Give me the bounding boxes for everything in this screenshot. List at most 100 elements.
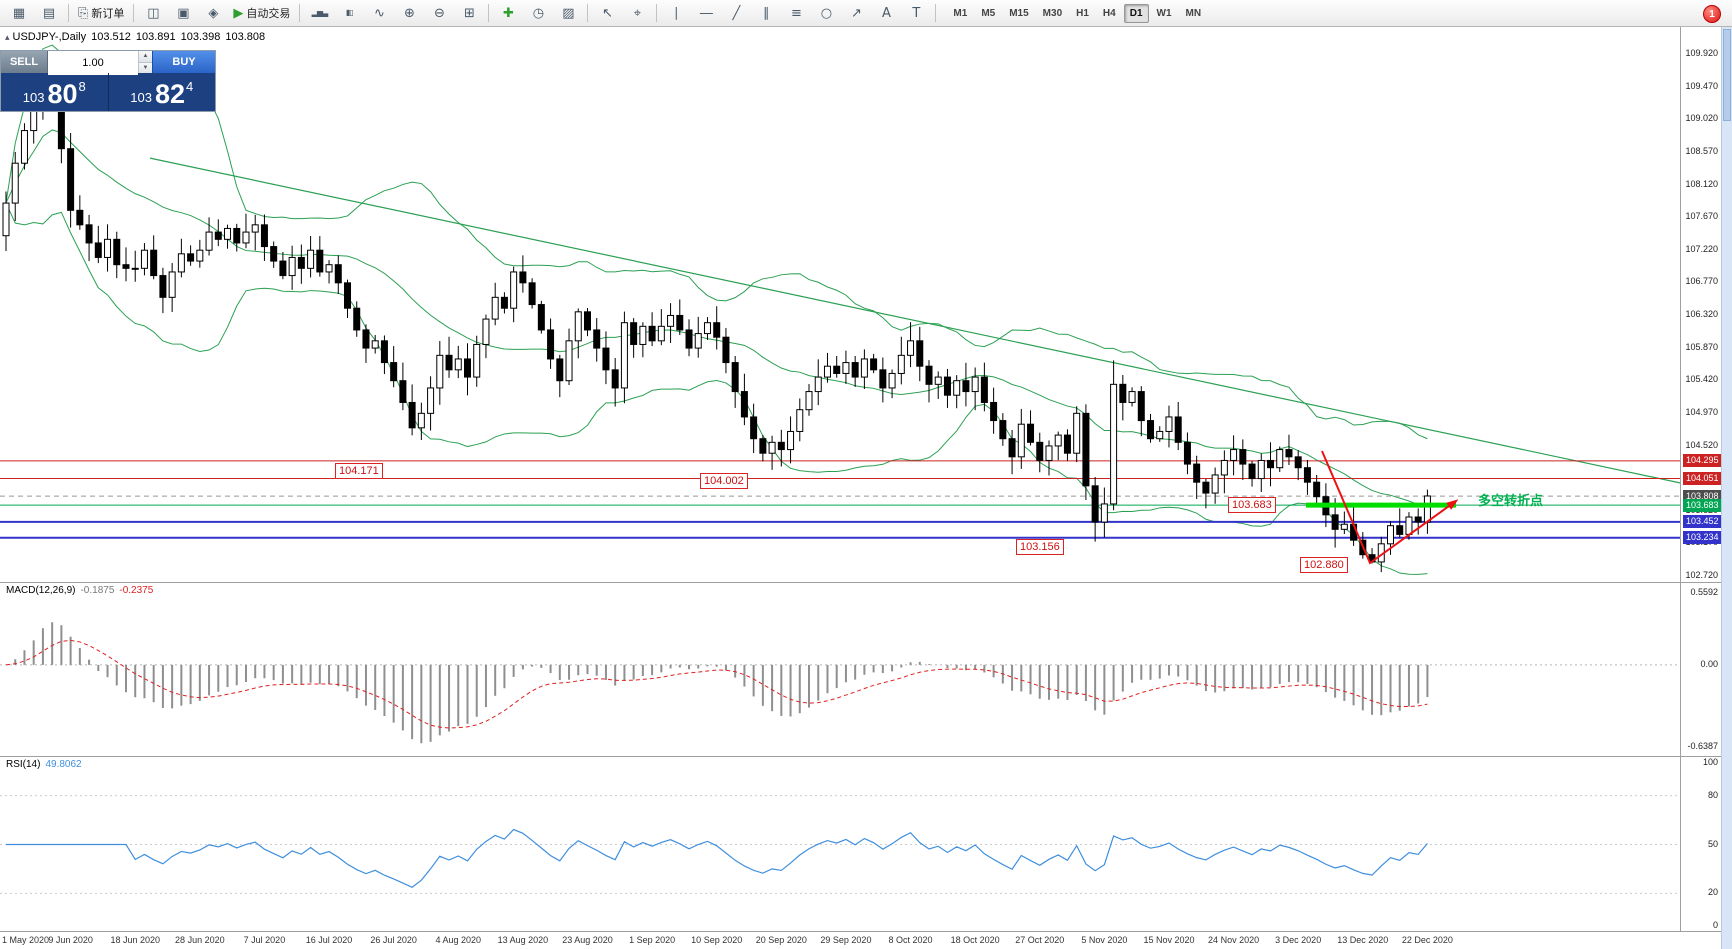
rsi-axis-label: 0 [1712,920,1718,930]
annotation-note[interactable]: 多空转折点 [1478,493,1544,508]
autotrading-button[interactable]: ▶ 自动交易 [229,1,294,25]
rsi-axis-label: 20 [1707,887,1718,898]
macd-main-value: -0.1875 [80,585,115,596]
channel-icon: ∥ [763,5,770,21]
buy-button[interactable]: BUY [152,51,215,73]
date-label: 24 Nov 2020 [1208,935,1260,945]
timeframe-h4-button[interactable]: H4 [1102,7,1116,19]
date-label: 15 Nov 2020 [1143,935,1195,945]
autotrading-icon: ▶ [233,5,244,21]
timeframe-group: M1 M5 M15 M30 H1 H4 D1 W1 MN [946,3,1208,23]
new-order-button[interactable]: ⎘ 新订单 [74,1,128,25]
date-label: 20 Sep 2020 [755,935,807,945]
price-divider [107,73,109,111]
ask-big-digits: 82 [154,79,185,109]
main-chart-pane[interactable]: ▴ USDJPY-,Daily 103.512 103.891 103.398 103.8… [0,27,1680,582]
price-level-label[interactable]: 104.171 [335,463,383,479]
new-order-icon: ⎘ [78,5,89,21]
volume-increase-button[interactable]: ▲ [139,51,152,63]
timeframe-h1-button[interactable]: H1 [1076,7,1089,19]
periods-icon: ◷ [532,5,545,21]
toolbar-separator [299,4,301,22]
price-level-label[interactable]: 103.156 [1016,539,1064,555]
text-label-icon: T [912,5,921,21]
trendline-icon: ╱ [732,5,741,21]
timeframe-d1-button[interactable]: D1 [1123,3,1149,23]
date-label: 1 May 2020 [2,935,50,945]
shapes-button[interactable]: ○ [812,1,840,25]
crosshair-icon: ⌖ [633,5,642,21]
ohlc-low: 103.398 [180,31,221,43]
notification-badge[interactable]: 1 [1703,5,1721,23]
text-button[interactable]: A [872,1,900,25]
vertical-line-button[interactable]: ∣ [662,1,690,25]
macd-header: MACD(12,26,9) -0.1875 -0.2375 [6,585,158,596]
price-plot[interactable] [0,27,1680,582]
macd-label: MACD(12,26,9) [6,585,76,596]
date-label: 8 Oct 2020 [888,935,933,945]
bid-price-panel[interactable]: 103 80 8 [1,73,108,111]
timeframe-m15-button[interactable]: M15 [1009,7,1029,19]
chart-profiles-button[interactable]: ▤ [35,1,63,25]
arrows-button[interactable]: ↗ [842,1,870,25]
timeframe-w1-button[interactable]: W1 [1156,7,1172,19]
timeframe-m30-button[interactable]: M30 [1042,7,1063,19]
timeframe-m1-button[interactable]: M1 [953,7,968,19]
price-tick-label: 109.920 [1685,48,1718,58]
price-level-label[interactable]: 104.002 [700,473,748,489]
macd-plot [0,622,1680,744]
new-chart-icon: ▦ [12,5,26,21]
horizontal-line-button[interactable]: ― [692,1,720,25]
rsi-value: 49.8062 [45,759,82,770]
price-level-label[interactable]: 102.880 [1300,557,1348,573]
templates-button[interactable]: ▨ [554,1,582,25]
ohlc-high: 103.891 [135,31,176,43]
collapse-arrow-icon[interactable]: ▴ [5,32,10,42]
bars-chart-icon: ▂▅▃ [311,8,329,17]
data-window-button[interactable]: ▣ [169,1,197,25]
line-chart-button[interactable]: ∿ [365,1,393,25]
text-label-button[interactable]: T [902,1,930,25]
trendline-button[interactable]: ╱ [722,1,750,25]
date-label: 1 Sep 2020 [629,935,676,945]
market-watch-button[interactable]: ◫ [139,1,167,25]
periods-button[interactable]: ◷ [524,1,552,25]
arrows-icon: ↗ [850,5,862,21]
channel-button[interactable]: ∥ [752,1,780,25]
price-tag: 103.234 [1683,531,1721,545]
volume-input[interactable] [48,51,138,75]
rsi-axis-label: 50 [1707,838,1718,849]
candles-chart-button[interactable]: ▮▯ [335,1,363,25]
vertical-scrollbar[interactable] [1721,27,1732,949]
date-label: 7 Jul 2020 [243,935,286,945]
price-tag: 104.051 [1683,472,1721,485]
timeframe-m5-button[interactable]: M5 [981,7,996,19]
price-level-label[interactable]: 103.683 [1228,497,1276,513]
volume-decrease-button[interactable]: ▼ [139,62,152,73]
scrollbar-thumb[interactable] [1723,29,1731,121]
navigator-button[interactable]: ◈ [199,1,227,25]
tile-windows-button[interactable]: ⊞ [455,1,483,25]
zoom-in-button[interactable]: ⊕ [395,1,423,25]
date-label: 23 Aug 2020 [562,935,613,945]
fibonacci-button[interactable]: ≡ [782,1,810,25]
date-label: 10 Sep 2020 [691,935,743,945]
new-chart-button[interactable]: ▦ [5,1,33,25]
crosshair-button[interactable]: ⌖ [623,1,651,25]
ask-price-panel[interactable]: 103 82 4 [109,73,216,111]
indicators-button[interactable]: ✚ [494,1,522,25]
volume-stepper: ▲ ▼ [48,51,152,75]
timeframe-mn-button[interactable]: MN [1185,7,1202,19]
bars-chart-button[interactable]: ▂▅▃ [305,1,333,25]
fibonacci-icon: ≡ [790,5,802,21]
sell-button[interactable]: SELL [1,51,48,73]
date-label: 27 Oct 2020 [1015,935,1065,945]
ohlc-open: 103.512 [91,31,131,43]
macd-axis-label: 0.5592 [1690,587,1718,597]
zoom-out-button[interactable]: ⊖ [425,1,453,25]
line-chart-icon: ∿ [373,5,385,21]
price-tick-label: 104.970 [1685,406,1718,417]
cursor-button[interactable]: ↖ [593,1,621,25]
rsi-axis-label: 100 [1702,757,1718,767]
toolbar: ▦ ▤ ⎘ 新订单 ◫ ▣ ◈ ▶ 自动交易 ▂▅▃ ▮▯ ∿ ⊕ ⊖ ⊞ ✚ ◷ ▨ ↖ ⌖ ∣ ― ╱ ∥ ≡ ○ ↗ A T M1 M… [0,0,1732,27]
